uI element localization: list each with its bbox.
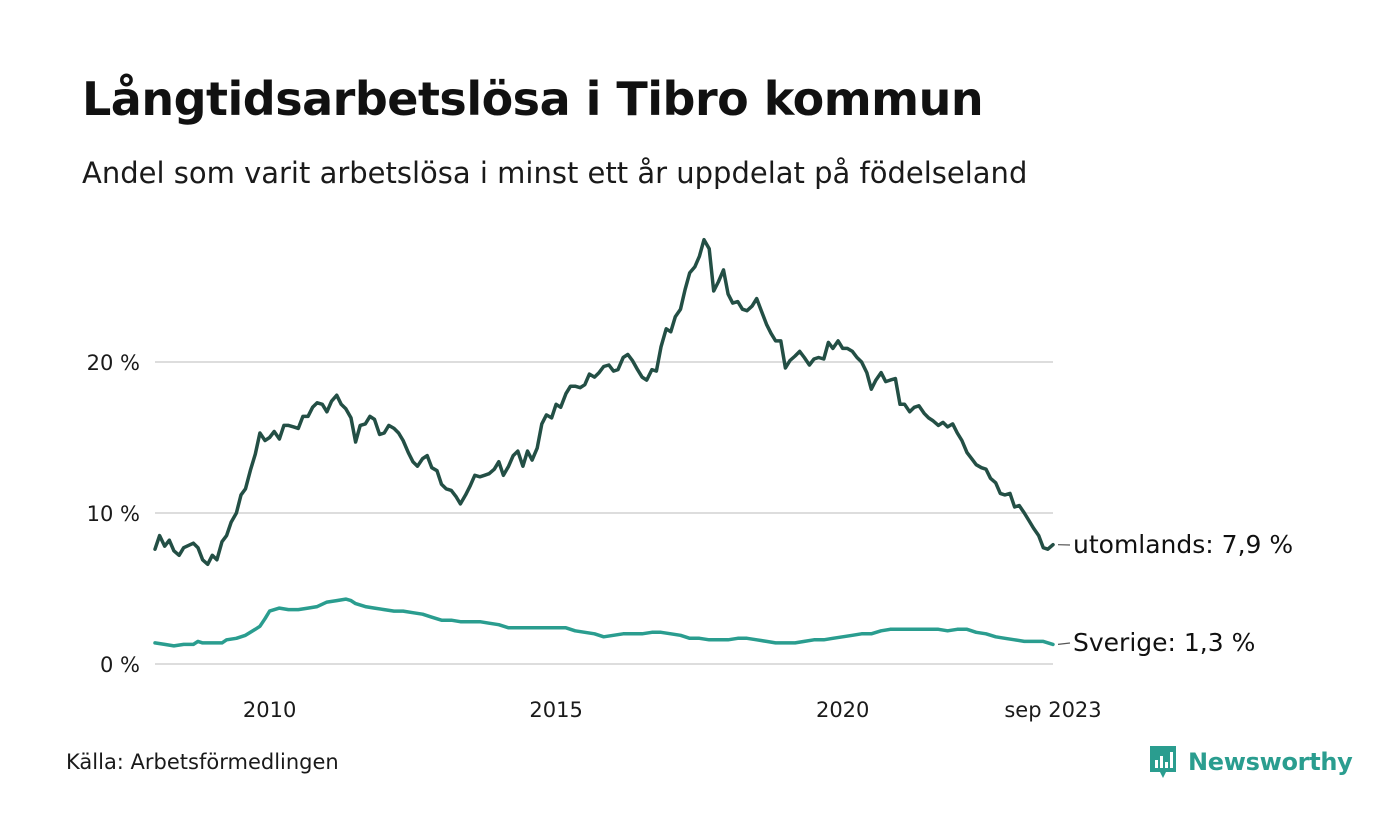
y-tick-label: 10 % <box>87 502 140 526</box>
brand-name: Newsworthy <box>1188 748 1353 776</box>
end-label-sverige: Sverige: 1,3 % <box>1073 628 1255 657</box>
chart-subtitle: Andel som varit arbetslösa i minst ett å… <box>82 156 1028 190</box>
chart-title: Långtidsarbetslösa i Tibro kommun <box>82 72 984 126</box>
y-tick-label: 0 % <box>100 653 140 677</box>
x-tick-label: sep 2023 <box>1004 698 1101 722</box>
series-line-sverige <box>153 597 1055 648</box>
x-tick-label: 2020 <box>816 698 869 722</box>
end-label-connector <box>1057 642 1071 645</box>
source-note: Källa: Arbetsförmedlingen <box>66 750 339 774</box>
x-tick-label: 2015 <box>529 698 582 722</box>
y-tick-label: 20 % <box>87 351 140 375</box>
x-tick-label: 2010 <box>243 698 296 722</box>
brand-logo: Newsworthy <box>1148 743 1353 781</box>
end-label-utomlands: utomlands: 7,9 % <box>1073 530 1293 559</box>
series-line-utomlands <box>153 237 1055 567</box>
newsworthy-logo-icon <box>1150 746 1176 778</box>
